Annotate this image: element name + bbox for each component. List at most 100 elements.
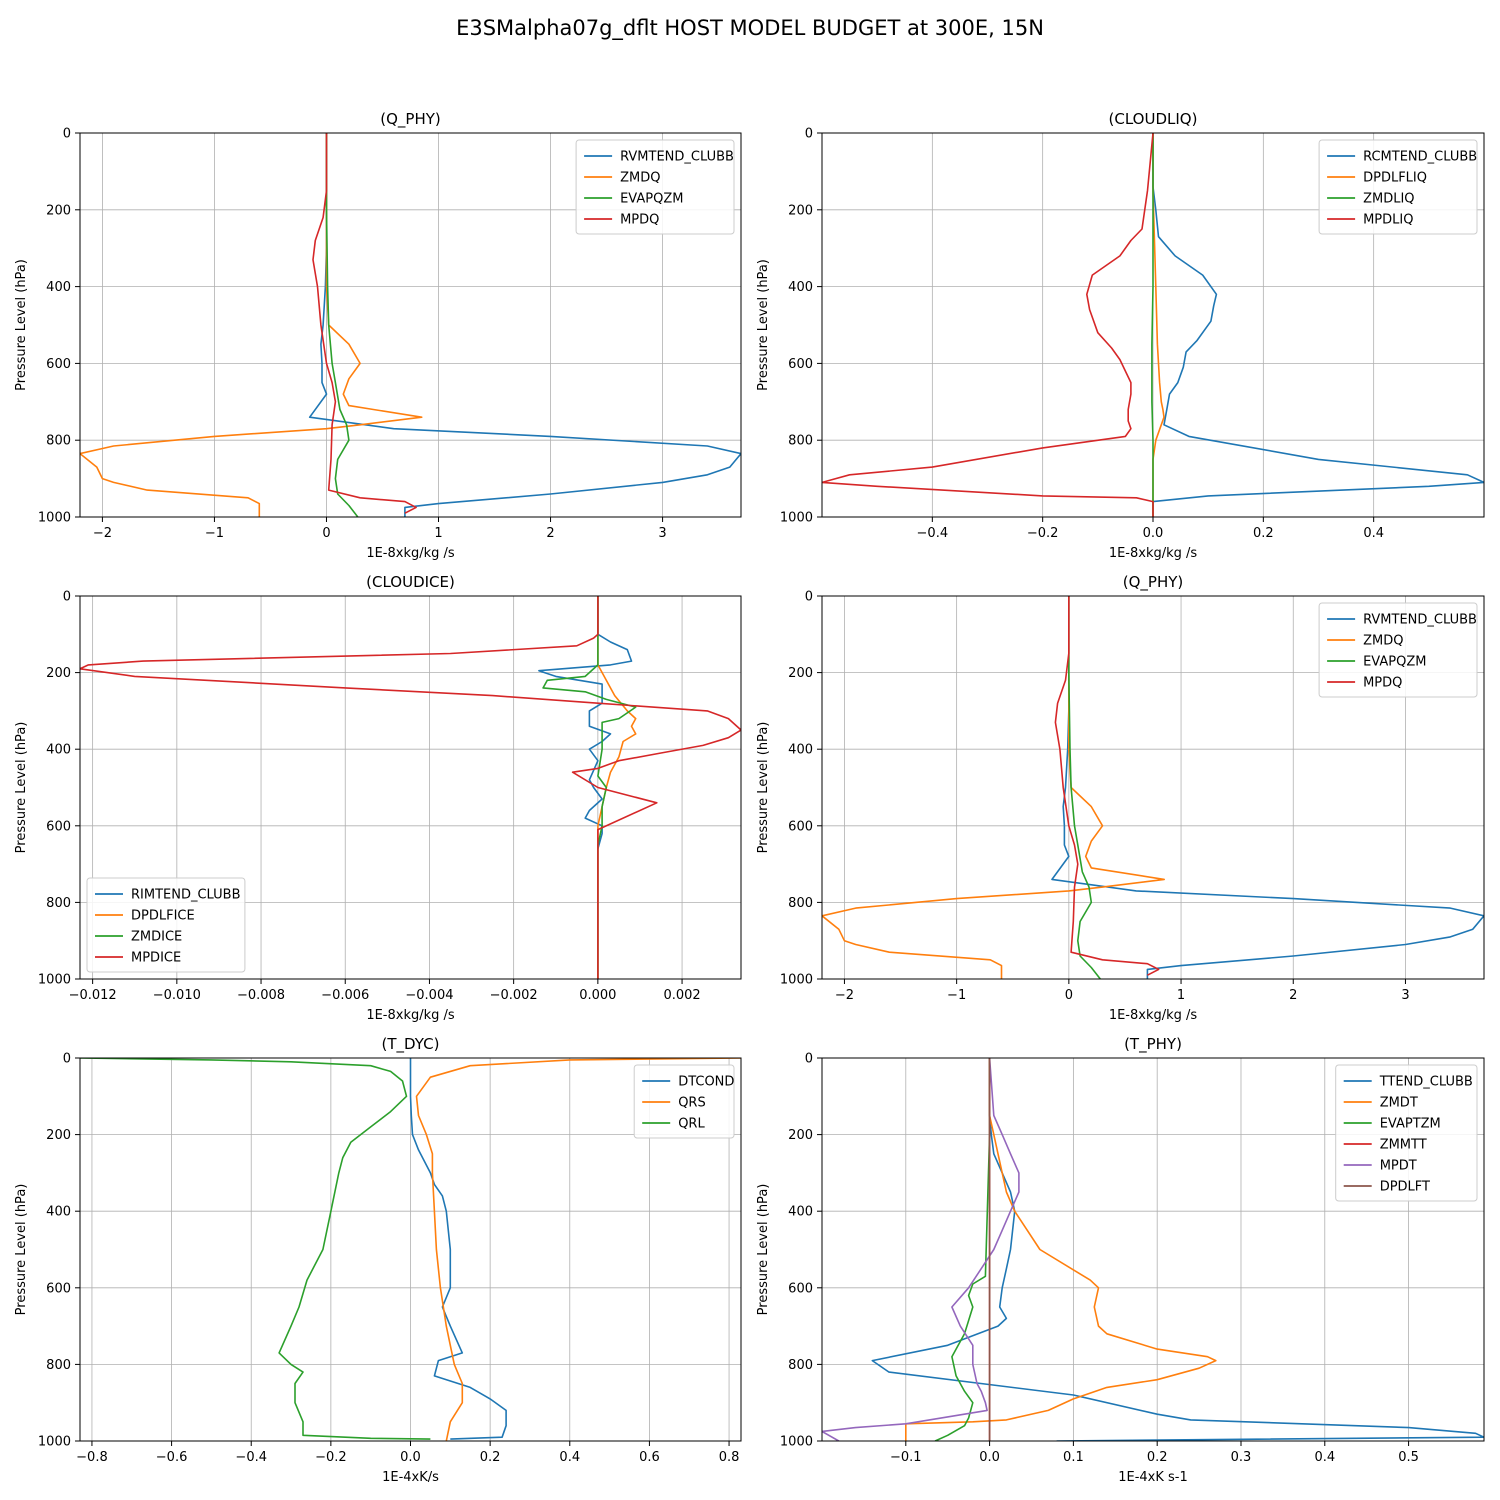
x-tick-label: −2 (835, 988, 854, 1003)
axes-frame (79, 595, 742, 980)
y-tick-label: 600 (46, 1281, 71, 1296)
x-axis-label: 1E-8xkg/kg /s (366, 1008, 455, 1023)
y-tick-label: 800 (788, 1358, 813, 1373)
legend-label: MPDT (1380, 1159, 1417, 1174)
y-tick-label: 600 (788, 1281, 813, 1296)
series-line-rvmtend_clubb (1051, 596, 1484, 979)
legend-label: EVAPQZM (1363, 655, 1426, 670)
x-tick-label: −0.010 (153, 988, 201, 1003)
axes-frame (821, 595, 1485, 980)
y-tick-label: 800 (46, 434, 71, 449)
x-tick-label: 0.5 (1398, 1450, 1419, 1465)
legend-label: DPDLFICE (131, 909, 195, 924)
x-axis-label: 1E-4xK/s (382, 1470, 439, 1485)
y-axis-label: Pressure Level (hPa) (756, 1184, 771, 1316)
series-line-dpdlfliq (1152, 133, 1165, 517)
series-line-rcmtend_clubb (1152, 133, 1484, 517)
legend-label: DPDLFLIQ (1363, 171, 1427, 186)
y-tick-label: 1000 (780, 511, 813, 526)
y-tick-label: 0 (805, 590, 813, 605)
series-line-mpdq (312, 133, 417, 514)
x-tick-label: −0.1 (890, 1450, 922, 1465)
legend-label: RCMTEND_CLUBB (1363, 150, 1477, 165)
legend-box (1335, 1064, 1478, 1202)
series-line-qrs (415, 1058, 741, 1441)
series-line-dpdlfice (597, 596, 637, 979)
legend-box (1318, 139, 1478, 235)
x-tick-label: 2 (1289, 988, 1297, 1003)
y-tick-label: 200 (46, 666, 71, 681)
x-tick-label: 0 (322, 526, 330, 541)
x-tick-label: −0.008 (237, 988, 285, 1003)
legend-label: MPDQ (1363, 676, 1402, 691)
y-tick-label: 400 (46, 1205, 71, 1220)
y-tick-label: 200 (788, 666, 813, 681)
series-line-zmdice (542, 596, 637, 979)
x-tick-label: −0.012 (69, 988, 117, 1003)
legend: RVMTEND_CLUBB ZMDQ EVAPQZM MPDQ (1318, 602, 1478, 698)
subplot-title: (T_DYC) (382, 1035, 440, 1054)
x-tick-label: 0.2 (1253, 526, 1274, 541)
subplot-6: −0.1 0.0 0.1 0.2 0.3 0.4 0.5 0 200 400 600 800 1000 (… (756, 1035, 1485, 1485)
x-tick-label: −0.4 (235, 1450, 267, 1465)
series-line-zmdq (822, 596, 1165, 979)
legend: DTCOND QRS QRL (633, 1064, 735, 1139)
x-axis-label: 1E-8xkg/kg /s (1109, 546, 1198, 561)
legend-label: EVAPQZM (620, 192, 683, 207)
y-tick-label: 200 (788, 1128, 813, 1143)
y-tick-label: 1000 (780, 1435, 813, 1450)
x-tick-label: −0.4 (917, 526, 949, 541)
series-line-rvmtend_clubb (308, 133, 741, 517)
legend-label: MPDQ (620, 213, 659, 228)
subplot-title: (Q_PHY) (1123, 573, 1184, 592)
series-line-zmdt (904, 1058, 1217, 1441)
legend: RIMTEND_CLUBB DPDLFICE ZMDICE MPDICE (86, 877, 246, 973)
y-tick-label: 400 (788, 743, 813, 758)
y-tick-label: 800 (46, 1358, 71, 1373)
legend-box (633, 1064, 735, 1139)
x-tick-label: 0.8 (719, 1450, 740, 1465)
x-tick-label: 0.6 (639, 1450, 660, 1465)
x-tick-label: 0.4 (1314, 1450, 1335, 1465)
y-axis-label: Pressure Level (hPa) (14, 722, 29, 854)
x-tick-label: −1 (947, 988, 966, 1003)
y-tick-label: 600 (46, 819, 71, 834)
legend-label: ZMDICE (131, 930, 182, 945)
subplot-title: (CLOUDICE) (366, 573, 455, 591)
y-tick-label: 200 (46, 1128, 71, 1143)
x-tick-label: 1 (434, 526, 442, 541)
legend-label: TTEND_CLUBB (1379, 1075, 1473, 1090)
y-tick-label: 600 (788, 819, 813, 834)
x-axis-label: 1E-4xK s-1 (1118, 1470, 1188, 1485)
legend-box (86, 877, 246, 973)
legend: RVMTEND_CLUBB ZMDQ EVAPQZM MPDQ (575, 139, 735, 235)
legend-label: RIMTEND_CLUBB (131, 888, 241, 903)
y-tick-label: 400 (788, 280, 813, 295)
x-tick-label: 2 (546, 526, 554, 541)
y-tick-label: 400 (46, 280, 71, 295)
y-tick-label: 0 (63, 127, 71, 142)
y-tick-label: 200 (788, 203, 813, 218)
y-tick-label: 0 (805, 1052, 813, 1067)
y-tick-label: 0 (805, 127, 813, 142)
legend-label: MPDLIQ (1363, 213, 1413, 228)
x-tick-label: 0.3 (1231, 1450, 1252, 1465)
legend-label: ZMDQ (620, 171, 660, 186)
subplot-title: (CLOUDLIQ) (1109, 110, 1198, 128)
x-tick-label: −0.8 (76, 1450, 108, 1465)
series-line-dtcond (409, 1058, 507, 1440)
legend-label: DTCOND (678, 1075, 734, 1090)
legend-box (1318, 602, 1478, 698)
y-tick-label: 0 (63, 590, 71, 605)
y-tick-label: 400 (46, 743, 71, 758)
series-line-evapqzm (1068, 596, 1101, 979)
y-tick-label: 400 (788, 1205, 813, 1220)
legend: TTEND_CLUBB ZMDT EVAPTZM ZMMTT MPDT DPDLFT (1335, 1064, 1478, 1202)
x-tick-label: 0 (1065, 988, 1073, 1003)
x-tick-label: 0.000 (579, 988, 616, 1003)
subplot-title: (Q_PHY) (380, 110, 441, 129)
subplot-3: −0.012 −0.010 −0.008 −0.006 −0.004 −0.002 0.00… (14, 573, 742, 1023)
x-tick-label: 3 (1401, 988, 1409, 1003)
y-axis-label: Pressure Level (hPa) (14, 259, 29, 391)
